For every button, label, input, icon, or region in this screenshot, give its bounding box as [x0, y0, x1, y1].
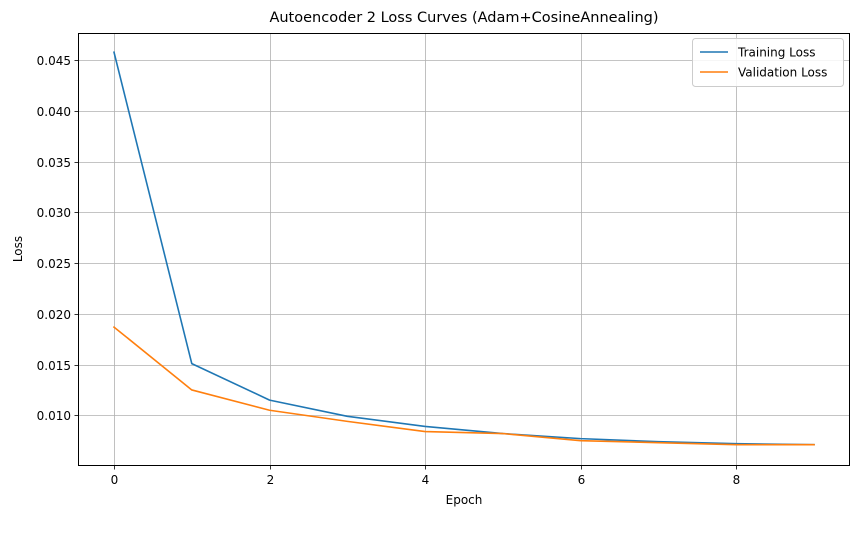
x-tick-label: 2: [267, 473, 275, 487]
plot-area-frame: [78, 33, 850, 466]
x-tick-label: 8: [733, 473, 741, 487]
x-tick-label: 4: [422, 473, 430, 487]
y-tick-label: 0.010: [37, 409, 71, 423]
series-line-training-loss: [113, 51, 815, 446]
chart-title: Autoencoder 2 Loss Curves (Adam+CosineAn…: [269, 10, 658, 26]
grid: [79, 34, 849, 465]
x-tick-label: 0: [111, 473, 119, 487]
y-tick-label: 0.030: [37, 206, 71, 220]
y-axis-label: Loss: [11, 236, 25, 262]
y-tick-label: 0.040: [37, 105, 71, 119]
y-axis-ticks: 0.010 0.015 0.020 0.025 0.030 0.035 0.040 0.045: [37, 54, 79, 423]
y-tick-label: 0.020: [37, 308, 71, 322]
legend: Training Loss Validation Loss: [692, 38, 844, 87]
y-tick-label: 0.025: [37, 257, 71, 271]
series-line-validation-loss: [112, 325, 815, 446]
y-tick-label: 0.045: [37, 54, 71, 68]
legend-label-validation-loss: Validation Loss: [738, 66, 827, 80]
x-axis-ticks: 0 2 4 6 8: [111, 465, 741, 487]
y-tick-label: 0.015: [37, 359, 71, 373]
series-lines: [112, 51, 815, 446]
legend-label-training-loss: Training Loss: [737, 46, 815, 60]
legend-box: [692, 38, 844, 87]
x-tick-label: 6: [578, 473, 586, 487]
x-axis-label: Epoch: [446, 493, 483, 507]
y-tick-label: 0.035: [37, 156, 71, 170]
